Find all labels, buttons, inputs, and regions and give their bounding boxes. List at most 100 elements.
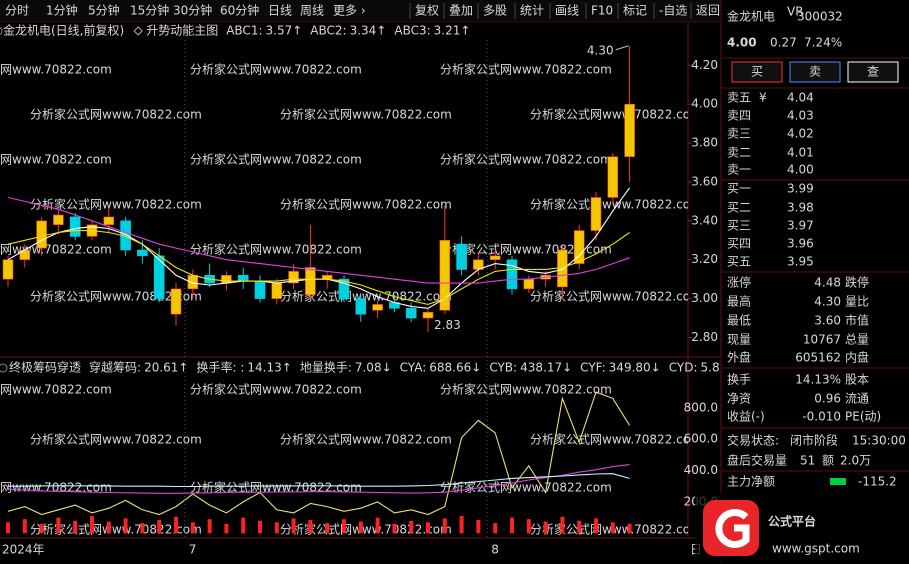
trade-button[interactable]	[847, 61, 899, 83]
annotation-leader	[615, 45, 629, 51]
trade-button-label: 买	[751, 65, 763, 79]
trade-button[interactable]	[789, 61, 841, 83]
header-text: 688.66	[429, 361, 471, 375]
header-text: CYD:	[669, 361, 698, 375]
y-tick-label: 3.00	[691, 291, 718, 305]
tool-button[interactable]: 画线	[555, 4, 579, 18]
bar	[274, 522, 279, 534]
candle-body	[36, 220, 47, 249]
period-tab[interactable]: 60分钟	[220, 3, 259, 18]
candle-body	[237, 274, 249, 282]
book-label: 卖四	[727, 109, 751, 123]
tool-button[interactable]: 叠加	[449, 4, 473, 18]
price-change: 0.27	[770, 36, 797, 50]
logo-url: www.gspt.com	[772, 542, 860, 556]
header-text: 地量换手:	[300, 361, 352, 375]
watermark: 分析家公式网www.70822.com	[530, 197, 702, 212]
bar	[560, 516, 565, 534]
book-label: 卖二	[727, 146, 751, 160]
watermark: 分析家公式网www.70822.com	[190, 480, 362, 495]
period-tab[interactable]: 日线	[268, 4, 292, 18]
book-label: 卖一	[727, 163, 751, 177]
tool-button[interactable]: 多股	[483, 4, 507, 18]
watermark: 分析家公式网www.70822.com	[530, 289, 702, 304]
bar	[123, 518, 128, 534]
period-tab[interactable]: 30分钟	[173, 3, 212, 18]
header-text: ABC1:	[226, 24, 262, 38]
period-tab[interactable]: 周线	[300, 4, 324, 18]
book-label: 买一	[727, 182, 751, 196]
header-text: 438.17	[520, 361, 562, 375]
watermark: 分析家公式网www.70822.com	[190, 62, 362, 77]
status-text: 51	[800, 454, 815, 468]
candle-body	[305, 267, 316, 296]
book-price: 3.99	[787, 182, 814, 196]
period-tab[interactable]: 15分钟	[130, 3, 169, 18]
bar	[526, 519, 531, 534]
period-tab[interactable]: 更多 ›	[333, 4, 366, 18]
header-text: 5.8	[701, 361, 720, 375]
candle-body	[506, 259, 518, 290]
bar	[342, 519, 346, 534]
stat-label: 市值	[845, 313, 869, 328]
annotation: 4.30	[587, 43, 614, 57]
bar	[140, 523, 145, 534]
tool-button[interactable]: 标记	[623, 4, 647, 18]
book-label: 买三	[727, 219, 751, 233]
y-tick-label: 4.00	[691, 97, 718, 111]
bar	[392, 523, 397, 534]
bar	[207, 519, 212, 534]
tool-button[interactable]: F10	[591, 4, 613, 18]
stat-label: 最高	[727, 294, 751, 309]
stat-value: 0.96	[814, 392, 841, 406]
watermark: 分析家公式网www.70822.com	[280, 197, 452, 212]
tool-button[interactable]: -自选	[659, 4, 687, 18]
book-price: 4.03	[787, 109, 814, 123]
stat-value: 4.30	[814, 295, 841, 309]
candle-body	[288, 271, 299, 284]
book-price: 4.02	[787, 127, 814, 141]
period-tab[interactable]: 1分钟	[46, 3, 78, 18]
candle-body	[254, 280, 266, 299]
header-text: 穿越筹码:	[89, 360, 141, 375]
header-icon	[133, 26, 143, 36]
bar	[543, 521, 548, 534]
candle-body	[590, 197, 602, 231]
bar	[90, 516, 94, 534]
candle-body	[137, 249, 148, 257]
trade-button-label: 查	[867, 65, 879, 79]
x-tick-label: 7	[189, 543, 197, 557]
candle-body	[321, 274, 333, 280]
stat-value: 3.60	[814, 314, 841, 328]
tool-button[interactable]: 统计	[520, 4, 544, 18]
trade-button[interactable]	[731, 61, 783, 83]
bar	[577, 520, 582, 534]
status-text: 闭市阶段	[790, 433, 838, 448]
status-text: 盘后交易量	[727, 453, 787, 468]
tool-button[interactable]: 返回	[696, 4, 720, 18]
status-text: 额	[822, 454, 834, 468]
candle-body	[271, 282, 283, 299]
period-tab[interactable]: 5分钟	[88, 3, 120, 18]
period-tab[interactable]: 分时	[5, 4, 29, 18]
candle-body	[2, 259, 14, 280]
bar	[510, 517, 514, 534]
y-tick-label: 3.20	[691, 252, 718, 266]
bar	[610, 522, 615, 534]
bar	[73, 520, 78, 534]
header-text: CYB:	[489, 361, 517, 375]
stat-value: -0.010	[802, 410, 841, 424]
book-price: 4.00	[787, 163, 814, 177]
watermark: 分析家公式网www.70822.com	[440, 62, 612, 77]
header-text: CYF:	[580, 361, 606, 375]
watermark: 分析家公式网www.70822.com	[30, 432, 202, 447]
bar	[493, 523, 498, 534]
header-icon	[0, 26, 3, 36]
stat-label: 换手	[727, 373, 751, 387]
stat-label: 净资	[727, 392, 751, 406]
candle-body	[439, 239, 451, 311]
header-text: 3.34	[350, 24, 377, 38]
tool-button[interactable]: 复权	[415, 4, 439, 18]
